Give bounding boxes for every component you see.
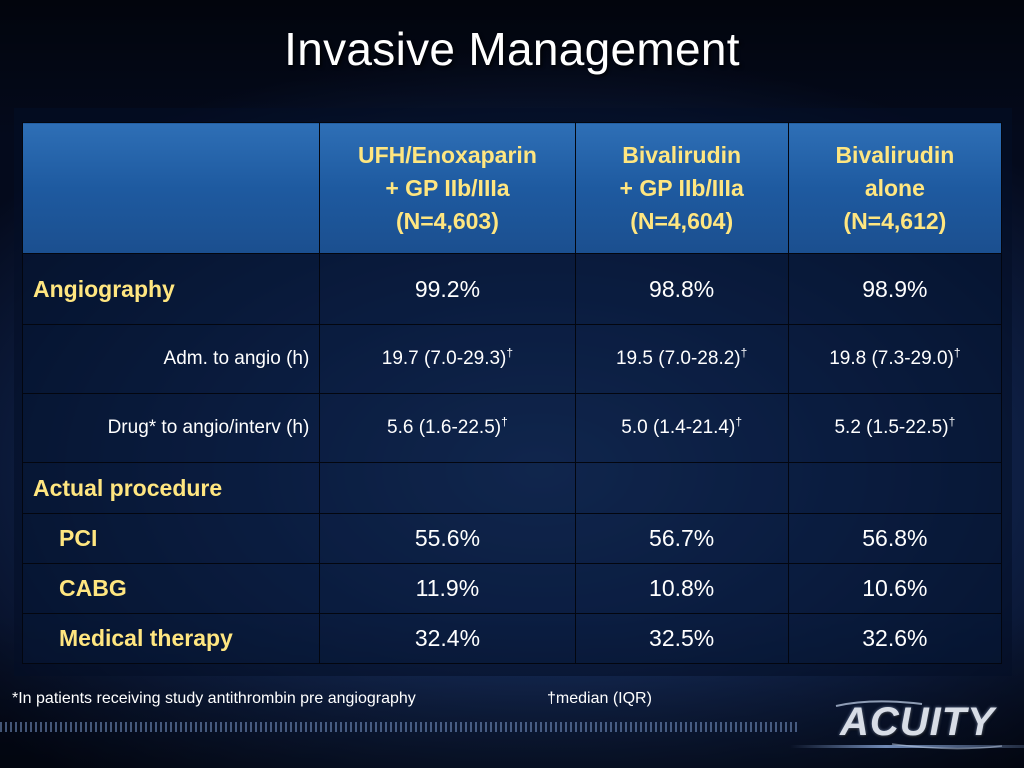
cell-adm-biv-alone: 19.8 (7.3-29.0)†	[787, 324, 1003, 394]
cell-drug-ufh-value: 5.6 (1.6-22.5)	[387, 417, 502, 438]
cell-adm-ufh-value: 19.7 (7.0-29.3)	[381, 348, 507, 369]
dagger-mark: †	[506, 345, 514, 360]
cell-med-biv-gp: 32.5%	[574, 613, 789, 664]
row-label-angiography: Angiography	[21, 253, 321, 325]
cell-med-biv-alone: 32.6%	[787, 613, 1003, 664]
invasive-management-table: UFH/Enoxaparin + GP IIb/IIIa (N=4,603) B…	[21, 122, 1003, 664]
slide-title: Invasive Management	[284, 23, 740, 75]
row-label-cabg: CABG	[21, 563, 321, 614]
table-row-cabg: CABG 11.9% 10.8% 10.6%	[21, 563, 1003, 614]
cell-angiography-ufh: 99.2%	[319, 253, 576, 325]
table-row-adm-to-angio: Adm. to angio (h) 19.7 (7.0-29.3)† 19.5 …	[21, 324, 1003, 394]
acuity-logo: ACUITY	[840, 700, 995, 744]
decorative-dot-strip	[0, 722, 800, 732]
cell-adm-biv-alone-value: 19.8 (7.3-29.0)	[829, 348, 954, 369]
cell-pci-biv-alone: 56.8%	[787, 513, 1003, 564]
row-label-adm-to-angio: Adm. to angio (h)	[21, 324, 321, 394]
cell-angiography-biv-gp: 98.8%	[574, 253, 789, 325]
dagger-mark: †	[953, 345, 961, 360]
table-row-medical-therapy: Medical therapy 32.4% 32.5% 32.6%	[21, 613, 1003, 664]
header-biv-gp-n: (N=4,604)	[630, 207, 734, 234]
row-label-medical-therapy: Medical therapy	[21, 613, 321, 664]
footnote-antithrombin: *In patients receiving study antithrombi…	[12, 690, 416, 707]
cell-drug-biv-alone-value: 5.2 (1.5-22.5)	[834, 417, 949, 438]
header-bivalirudin-gp: Bivalirudin + GP IIb/IIIa (N=4,604)	[574, 122, 789, 254]
cell-adm-biv-gp: 19.5 (7.0-28.2)†	[574, 324, 789, 394]
header-biv-alone-line2: alone	[864, 174, 925, 201]
cell-adm-biv-gp-value: 19.5 (7.0-28.2)	[615, 348, 741, 369]
dagger-mark: †	[740, 345, 748, 360]
header-biv-alone-n: (N=4,612)	[843, 207, 947, 234]
table-row-actual-procedure: Actual procedure	[21, 462, 1003, 514]
table-row-angiography: Angiography 99.2% 98.8% 98.9%	[21, 253, 1003, 325]
header-biv-gp-line2: + GP IIb/IIIa	[619, 174, 744, 201]
cell-angiography-biv-alone: 98.9%	[787, 253, 1003, 325]
dagger-mark: †	[948, 414, 956, 429]
header-ufh-enoxaparin: UFH/Enoxaparin + GP IIb/IIIa (N=4,603)	[319, 122, 576, 254]
header-ufh-n: (N=4,603)	[395, 207, 499, 234]
cell-drug-ufh: 5.6 (1.6-22.5)†	[319, 393, 576, 463]
cell-pci-ufh: 55.6%	[319, 513, 576, 564]
cell-med-ufh: 32.4%	[319, 613, 576, 664]
dagger-mark: †	[501, 414, 508, 429]
table-row-drug-to-angio: Drug* to angio/interv (h) 5.6 (1.6-22.5)…	[21, 393, 1003, 463]
cell-pci-biv-gp: 56.7%	[574, 513, 789, 564]
cell-actual-biv-alone	[787, 462, 1003, 514]
header-bivalirudin-alone: Bivalirudin alone (N=4,612)	[787, 122, 1003, 254]
header-biv-gp-line1: Bivalirudin	[622, 141, 742, 168]
cell-actual-ufh	[319, 462, 576, 514]
header-ufh-line2: + GP IIb/IIIa	[385, 174, 510, 201]
row-label-drug-to-angio: Drug* to angio/interv (h)	[21, 393, 321, 463]
header-biv-alone-line1: Bivalirudin	[835, 141, 955, 168]
dagger-mark: †	[735, 414, 743, 429]
cell-cabg-biv-gp: 10.8%	[574, 563, 789, 614]
header-blank-cell	[21, 122, 321, 254]
cell-drug-biv-gp-value: 5.0 (1.4-21.4)	[621, 417, 736, 438]
acuity-logo-swoosh	[835, 700, 1003, 750]
cell-cabg-biv-alone: 10.6%	[787, 563, 1003, 614]
table-row-pci: PCI 55.6% 56.7% 56.8%	[21, 513, 1003, 564]
cell-drug-biv-gp: 5.0 (1.4-21.4)†	[574, 393, 789, 463]
row-label-actual-procedure: Actual procedure	[21, 462, 321, 514]
row-label-pci: PCI	[21, 513, 321, 564]
cell-adm-ufh: 19.7 (7.0-29.3)†	[319, 324, 576, 394]
cell-cabg-ufh: 11.9%	[319, 563, 576, 614]
table-header-row: UFH/Enoxaparin + GP IIb/IIIa (N=4,603) B…	[21, 122, 1003, 254]
header-ufh-line1: UFH/Enoxaparin	[357, 141, 537, 168]
cell-drug-biv-alone: 5.2 (1.5-22.5)†	[787, 393, 1003, 463]
cell-actual-biv-gp	[574, 462, 789, 514]
footnote-median: †median (IQR)	[547, 690, 652, 707]
